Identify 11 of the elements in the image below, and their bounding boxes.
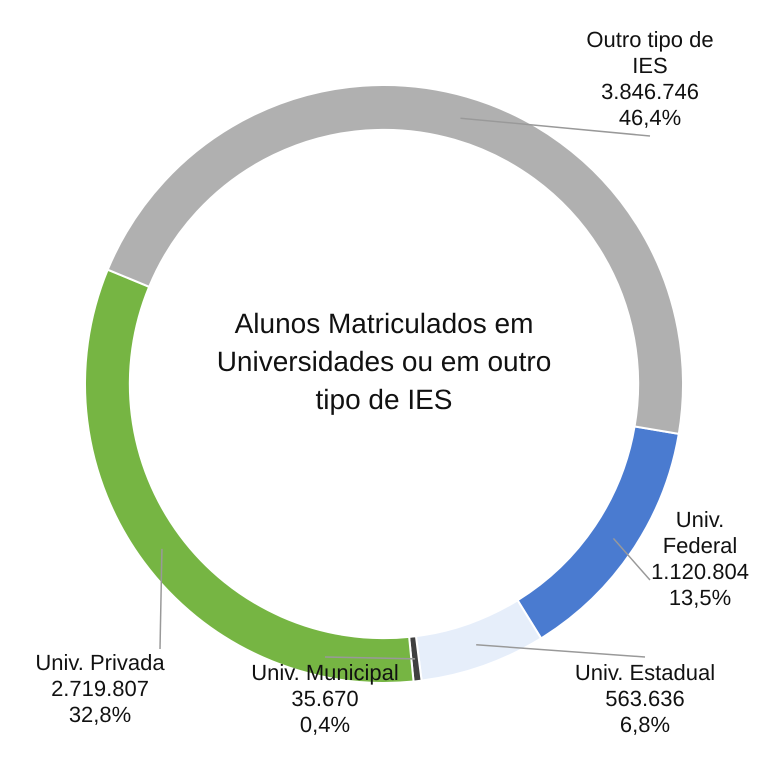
data-label: 2.719.807 32,8%: [51, 676, 149, 728]
slice-label: Univ. Privada: [35, 650, 166, 676]
data-label: 35.670 0,4%: [291, 686, 359, 738]
slice-label: Univ. Federal: [662, 507, 738, 558]
text: Alunos Matriculados em Universidades ou em outro tipo de IES: [216, 307, 552, 417]
slice-label: Outro tipo de IES: [586, 27, 714, 78]
data-label: 1.120.804 13,5%: [651, 559, 749, 610]
data-label: 563.636 6,8%: [605, 686, 685, 738]
slice-label: Univ. Municipal: [251, 660, 399, 686]
data-label: 3.846.746 46,4%: [601, 79, 699, 130]
slice-label: Univ. Estadual: [574, 660, 716, 686]
